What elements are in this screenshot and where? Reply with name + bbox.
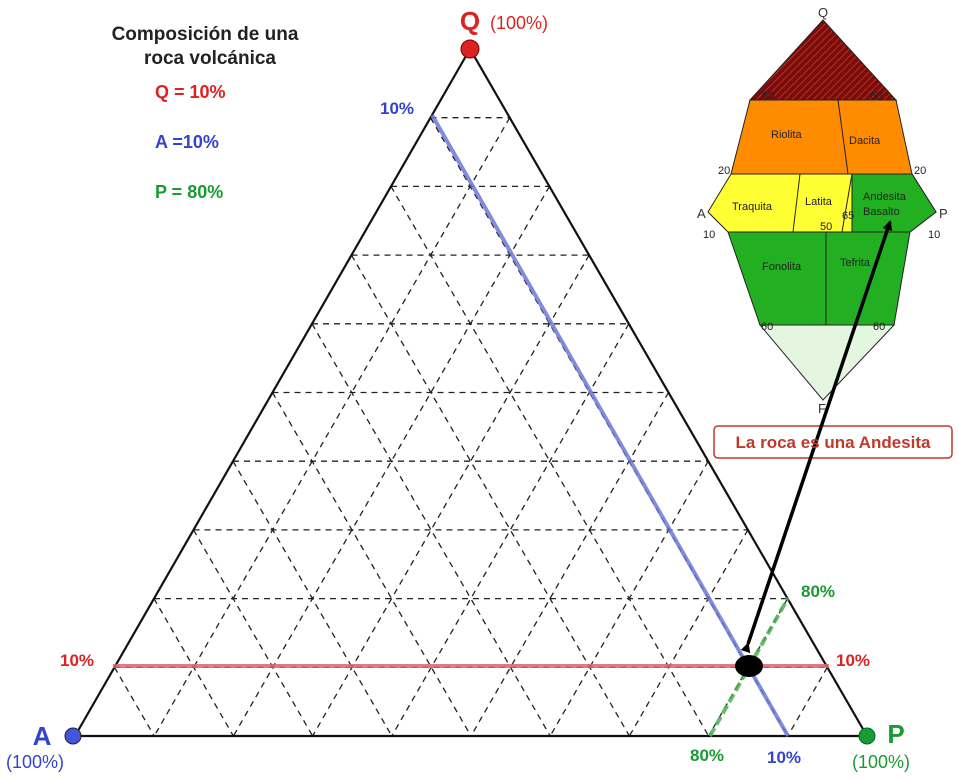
grid-line-a — [192, 529, 314, 737]
mini-tick-20a: 20 — [718, 165, 730, 177]
p-line-label-bottom: 80% — [690, 746, 724, 765]
mini-fonolita: Fonolita — [762, 261, 802, 273]
mini-tick-60d: 60 — [873, 321, 885, 333]
mini-tick-60b: 60 — [870, 90, 882, 102]
p-line-label-top: 80% — [801, 582, 835, 601]
mini-region-summit — [748, 19, 898, 101]
mini-vertex-q: Q — [818, 5, 828, 20]
mini-region-riolita — [730, 99, 913, 175]
a-line-label-bottom: 10% — [767, 748, 801, 767]
mini-region-andesita — [851, 173, 937, 233]
composition-q: Q = 10% — [155, 82, 226, 102]
title-line-2: roca volcánica — [144, 48, 276, 69]
mini-vertex-a: A — [697, 206, 706, 221]
mini-region-foid — [758, 324, 896, 401]
grid-line-p — [153, 117, 511, 737]
a-10-line — [430, 114, 790, 737]
mini-tick-65: 65 — [842, 210, 854, 222]
vertex-a-label: A — [33, 721, 52, 751]
vertex-p-pct: (100%) — [852, 752, 910, 772]
qap-triangle — [73, 46, 869, 738]
grid-line-a — [350, 254, 630, 737]
grid-line-p — [628, 529, 749, 737]
mini-tick-50: 50 — [820, 221, 832, 233]
mini-tick-20b: 20 — [914, 165, 926, 177]
mini-tick-60a: 60 — [762, 90, 774, 102]
mini-qapf-diagram: Riolita Dacita Traquita Latita Andesita … — [697, 5, 948, 416]
mini-tefrita: Tefrita — [840, 257, 871, 269]
grid-line-p — [470, 392, 670, 737]
mini-tick-10b: 10 — [928, 229, 940, 241]
sample-point — [735, 655, 763, 677]
vertex-a-pct: (100%) — [6, 752, 64, 772]
vertex-q-marker — [460, 39, 480, 59]
q-line-label-left: 10% — [60, 651, 94, 670]
mini-traquita: Traquita — [732, 201, 773, 213]
vertex-q-pct: (100%) — [490, 13, 548, 33]
grid-line-a — [390, 186, 710, 737]
mini-andesita: Andesita — [863, 191, 907, 203]
grid-line-p — [787, 666, 828, 737]
pointer-arrow — [740, 220, 893, 654]
mini-basalto: Basalto — [863, 206, 900, 218]
mini-latita: Latita — [805, 196, 833, 208]
grid-line-a — [271, 392, 472, 737]
vertex-q-label: Q — [460, 6, 480, 36]
grid-line-p — [232, 186, 550, 737]
composition-a: A =10% — [155, 132, 219, 152]
a-line-label-top: 10% — [380, 99, 414, 118]
mini-vertex-p: P — [939, 206, 948, 221]
mini-tick-60c: 60 — [761, 321, 773, 333]
vertex-a-marker — [64, 727, 82, 745]
mini-tick-10a: 10 — [703, 229, 715, 241]
vertex-p-marker — [858, 727, 876, 745]
mini-riolita: Riolita — [771, 129, 802, 141]
q-line-label-right: 10% — [836, 651, 870, 670]
result-text: La roca es una Andesita — [736, 433, 931, 452]
grid-line-a — [113, 666, 155, 737]
vertex-p-label: P — [887, 719, 904, 749]
title-line-1: Composición de una — [112, 24, 299, 45]
composition-p: P = 80% — [155, 182, 223, 202]
mini-dacita: Dacita — [849, 135, 881, 147]
grid-line-p — [312, 254, 590, 737]
